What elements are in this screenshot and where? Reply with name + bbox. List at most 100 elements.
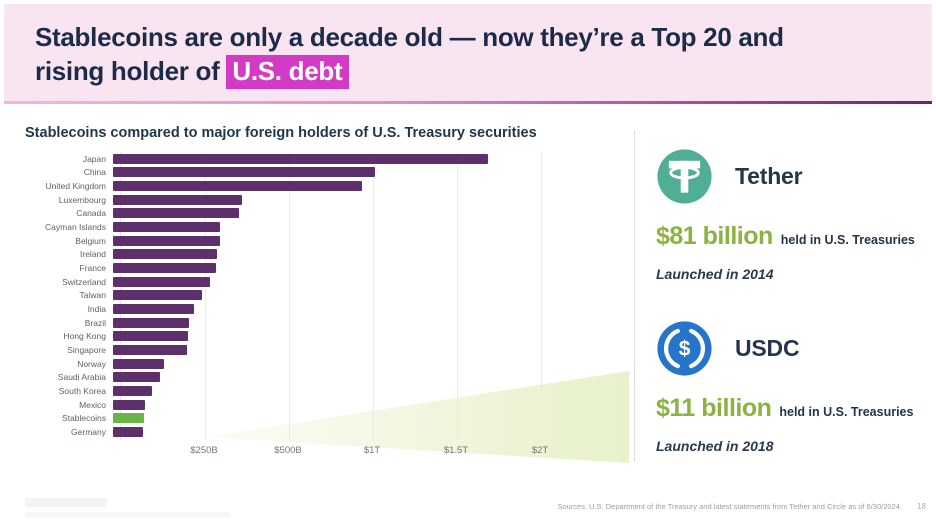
chart-row: France [25,261,635,275]
bar-india [113,304,194,315]
tether-amount-line: $81 billion held in U.S. Treasuries [656,222,922,251]
chart-row: United Kingdom [25,179,635,193]
category-label: Switzerland [62,276,106,287]
bar-cayman-islands [113,222,221,233]
bar-norway [113,358,165,369]
usdc-amount-suffix: held in U.S. Treasuries [779,405,914,419]
slide-header: Stablecoins are only a decade old — now … [4,4,932,104]
tether-launched: Launched in 2014 [656,266,774,282]
bar-track [113,331,635,342]
stablecoin-panel: Tether $81 billion held in U.S. Treasurie… [656,148,922,454]
chart-rows: Japan China United Kingdom Luxembourg Canada… [25,152,635,439]
category-label: India [87,304,106,315]
bar-belgium [113,235,220,246]
category-label: Canada [76,208,106,219]
tether-amount-suffix: held in U.S. Treasuries [780,233,915,247]
bar-chart: Japan China United Kingdom Luxembourg Canada… [25,148,635,464]
bar-canada [113,208,239,219]
category-label: South Korea [58,385,106,396]
chart-row: Hong Kong [25,330,635,344]
bar-track [113,167,635,178]
bar-track [113,235,635,246]
chart-row: Ireland [25,248,635,262]
usdc-launched: Launched in 2018 [656,438,774,454]
bar-germany [113,426,143,437]
bar-track [113,345,635,356]
bar-track [113,317,635,328]
bar-brazil [113,317,190,328]
bar-south-korea [113,385,152,396]
chart-row: Belgium [25,234,635,248]
usdc-header-row: $ USDC [656,320,922,377]
bar-track [113,304,635,315]
category-label: Ireland [80,249,106,260]
bar-track [113,263,635,274]
bar-switzerland [113,276,210,287]
bar-track [113,385,635,396]
title-highlight: U.S. debt [226,55,350,89]
usdc-logo-icon: $ [657,321,712,376]
chart-row: Saudi Arabia [25,371,635,385]
category-label: Singapore [67,345,106,356]
category-label: Brazil [84,317,106,328]
x-axis-tick-label: $1.5T [443,445,469,456]
sources-note: Sources: U.S. Department of the Treasury… [557,502,902,511]
bar-hong-kong [113,331,188,342]
bar-stablecoins [113,413,144,424]
category-label: Taiwan [79,290,106,301]
chart-row: Luxembourg [25,193,635,207]
chart-row: Cayman Islands [25,220,635,234]
usdc-amount: $11 billion [656,394,772,422]
x-axis-tick-label: $500B [274,445,302,456]
chart-row: South Korea [25,384,635,398]
chart-row: Japan [25,152,635,166]
bar-china [113,167,376,178]
tether-block: Tether $81 billion held in U.S. Treasurie… [656,148,922,282]
x-axis-tick-label: $1T [363,445,381,456]
category-label: Germany [71,426,106,437]
page-title: Stablecoins are only a decade old — now … [4,4,932,89]
chart-row: India [25,302,635,316]
gridline [205,152,206,440]
bar-luxembourg [113,194,242,205]
bar-singapore [113,345,187,356]
chart-row: Switzerland [25,275,635,289]
category-label: Stablecoins [62,413,106,424]
tether-logo-icon [657,149,712,204]
bar-saudi-arabia [113,372,160,383]
chart-row: Canada [25,207,635,221]
vertical-divider [634,130,635,462]
category-label: China [83,167,106,178]
usdc-amount-line: $11 billion held in U.S. Treasuries [656,394,922,423]
bar-mexico [113,399,145,410]
bar-track [113,358,635,369]
bar-track [113,249,635,260]
bar-track [113,426,635,437]
chart-row: Stablecoins [25,411,635,425]
bar-track [113,153,635,164]
chart-heading: Stablecoins compared to major foreign ho… [25,125,537,141]
x-axis-tick-label: $2T [531,445,549,456]
category-label: Luxembourg [58,194,106,205]
category-label: Belgium [75,235,106,246]
bar-track [113,181,635,192]
gridline [457,152,458,440]
category-label: Cayman Islands [45,222,106,233]
bar-track [113,208,635,219]
category-label: Mexico [79,399,106,410]
usdc-block: $ USDC $11 billion held in U.S. Treasurie… [656,320,922,454]
title-line1: Stablecoins are only a decade old — now … [35,22,784,52]
category-label: Hong Kong [63,331,106,342]
title-line2-prefix: rising holder of [35,56,227,86]
bar-track [113,372,635,383]
bar-track [113,276,635,287]
usdc-name: USDC [735,335,800,361]
chart-row: Mexico [25,398,635,412]
gridline [373,152,374,440]
bar-united-kingdom [113,181,362,192]
category-label: France [79,263,106,274]
category-label: Saudi Arabia [57,372,106,383]
chart-row: Singapore [25,343,635,357]
tether-amount: $81 billion [656,222,773,250]
bar-track [113,194,635,205]
